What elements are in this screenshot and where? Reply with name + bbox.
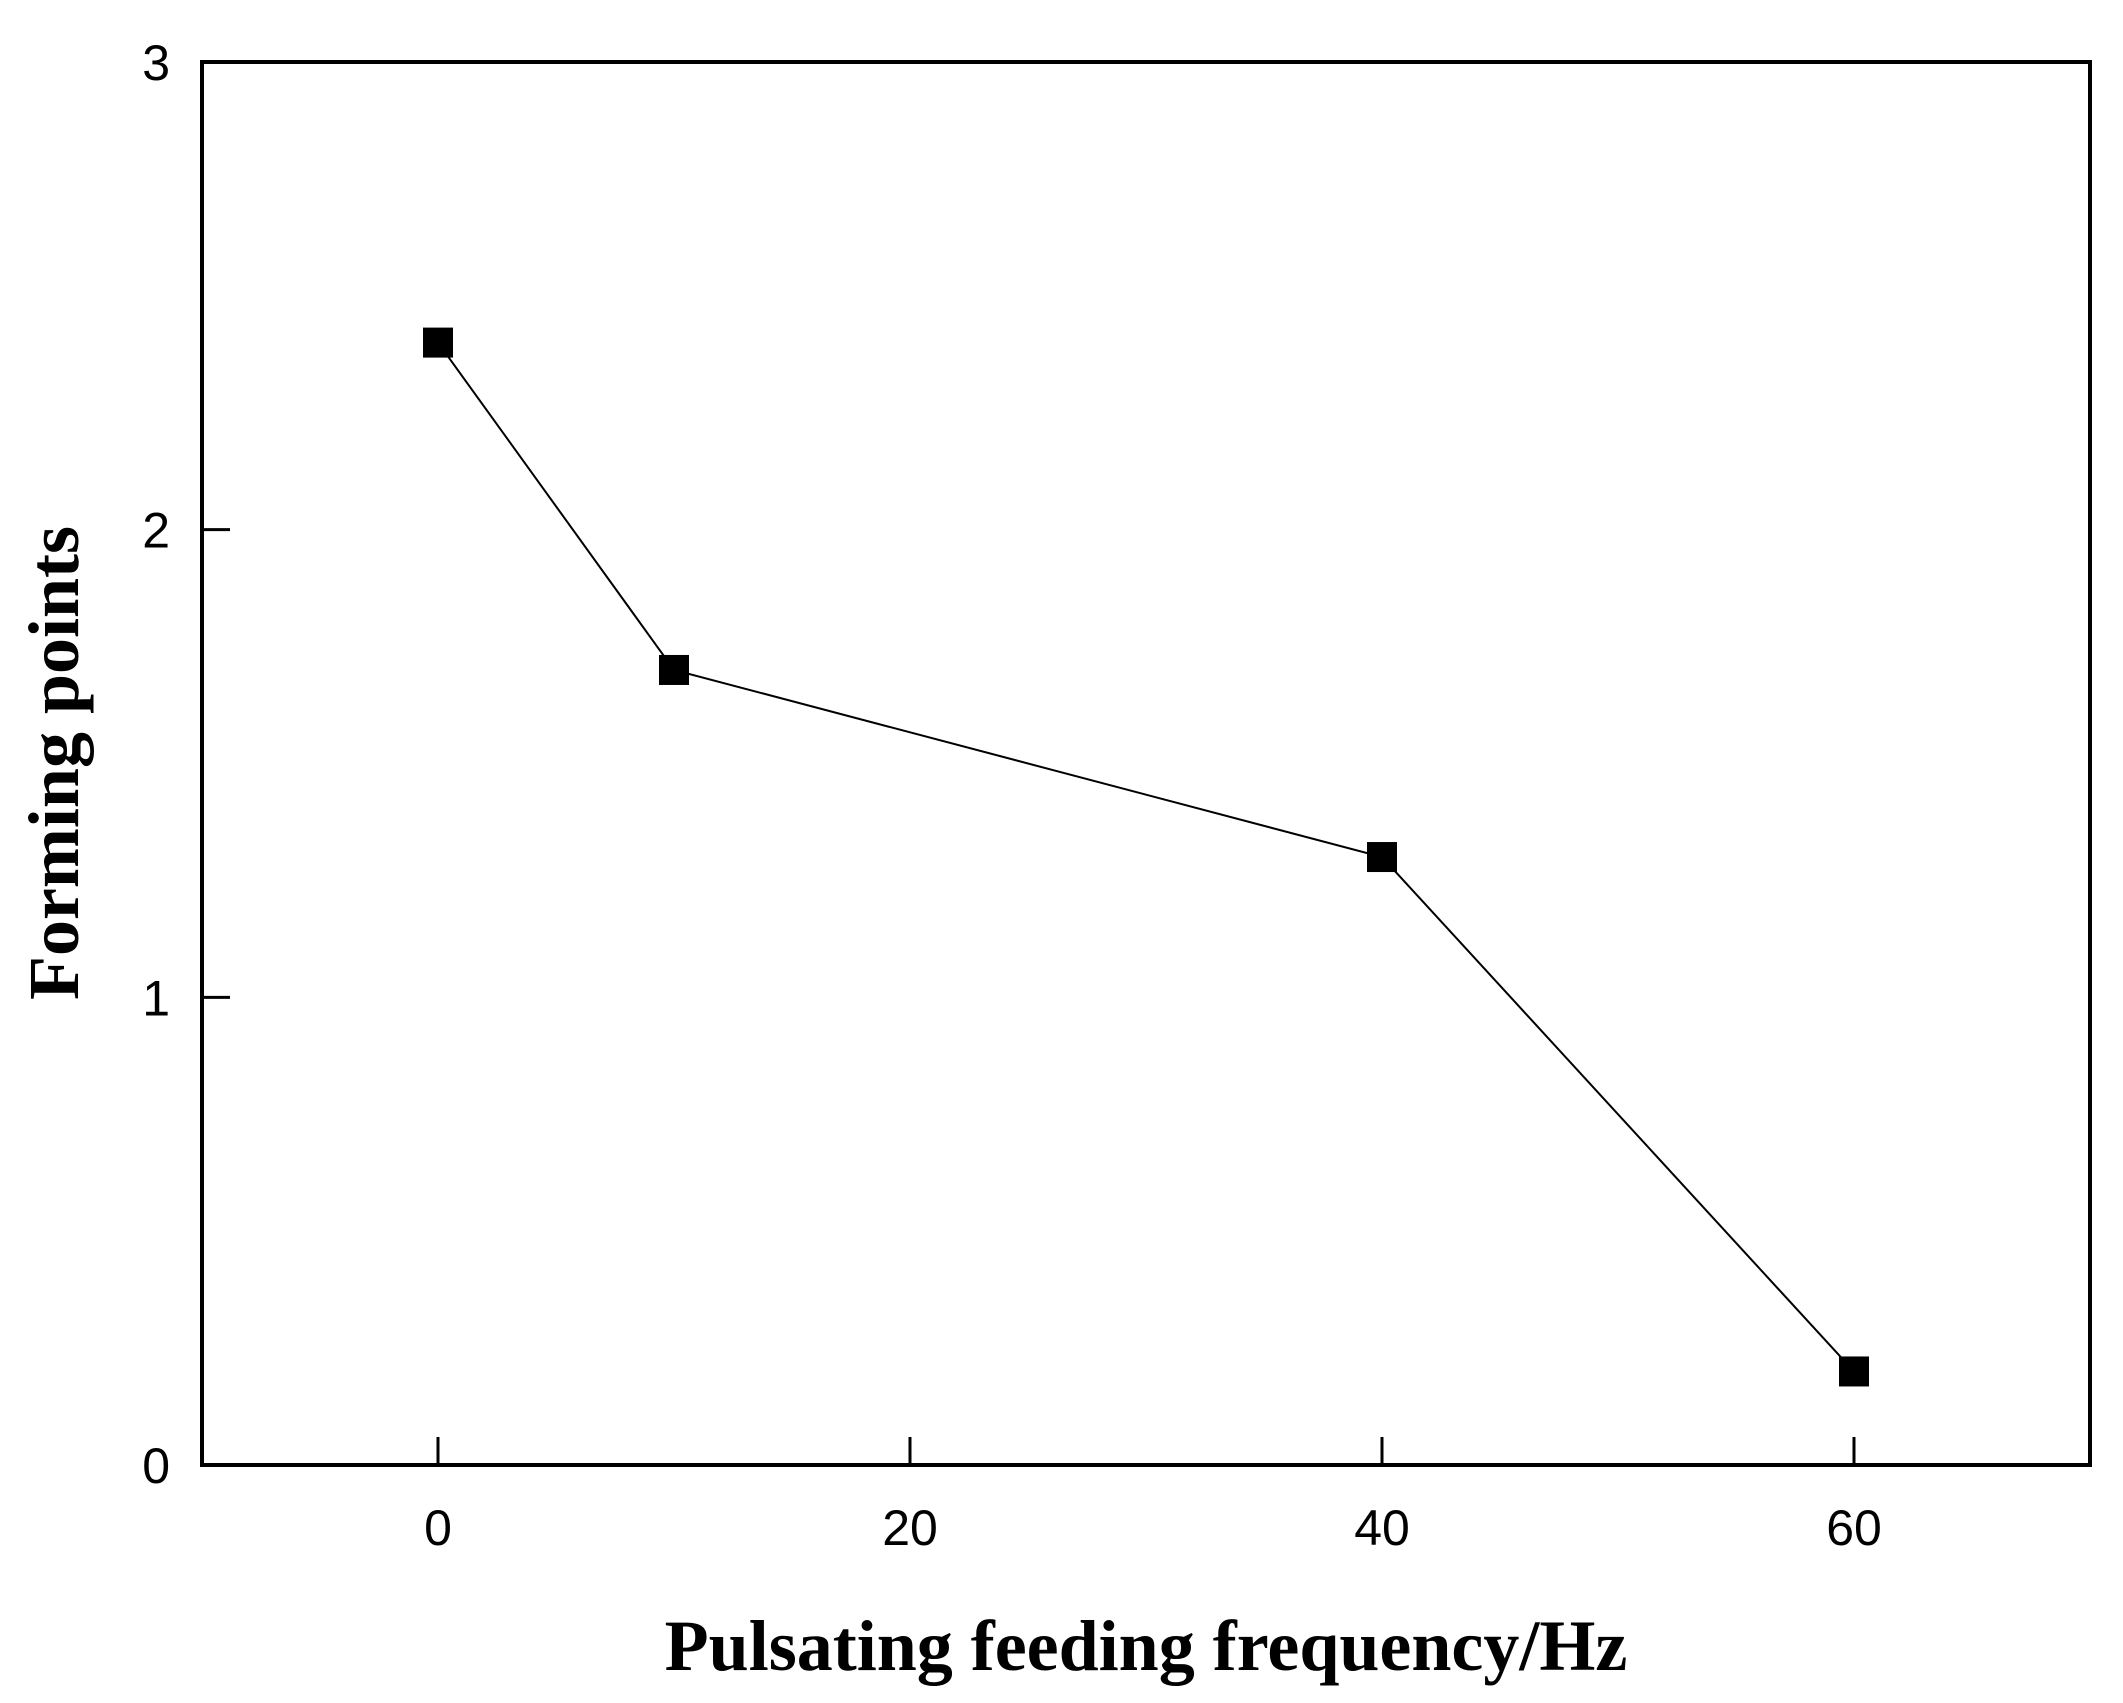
y-tick-label: 3 [142,35,170,91]
x-tick-label: 0 [424,1500,452,1556]
plot-frame [200,60,2092,1467]
data-point-marker [1367,842,1397,873]
data-point-marker [1839,1356,1869,1387]
x-tick-label: 20 [882,1500,938,1556]
x-axis-ticks: 0 20 40 60 [424,1437,1882,1556]
y-axis-ticks: 0 1 2 3 [142,35,230,1494]
y-tick-label: 1 [142,970,170,1026]
y-tick-label: 2 [142,503,170,559]
x-axis-title: Pulsating feeding frequency/Hz [665,1606,1628,1686]
series-group [423,327,1869,1387]
series-line [437,342,1855,1373]
y-tick-label: 0 [142,1438,170,1494]
data-point-marker [423,327,453,358]
data-point-marker [659,654,689,685]
x-tick-label: 60 [1826,1500,1882,1556]
y-axis-title: Forming points [14,526,94,1000]
x-tick-label: 40 [1354,1500,1410,1556]
